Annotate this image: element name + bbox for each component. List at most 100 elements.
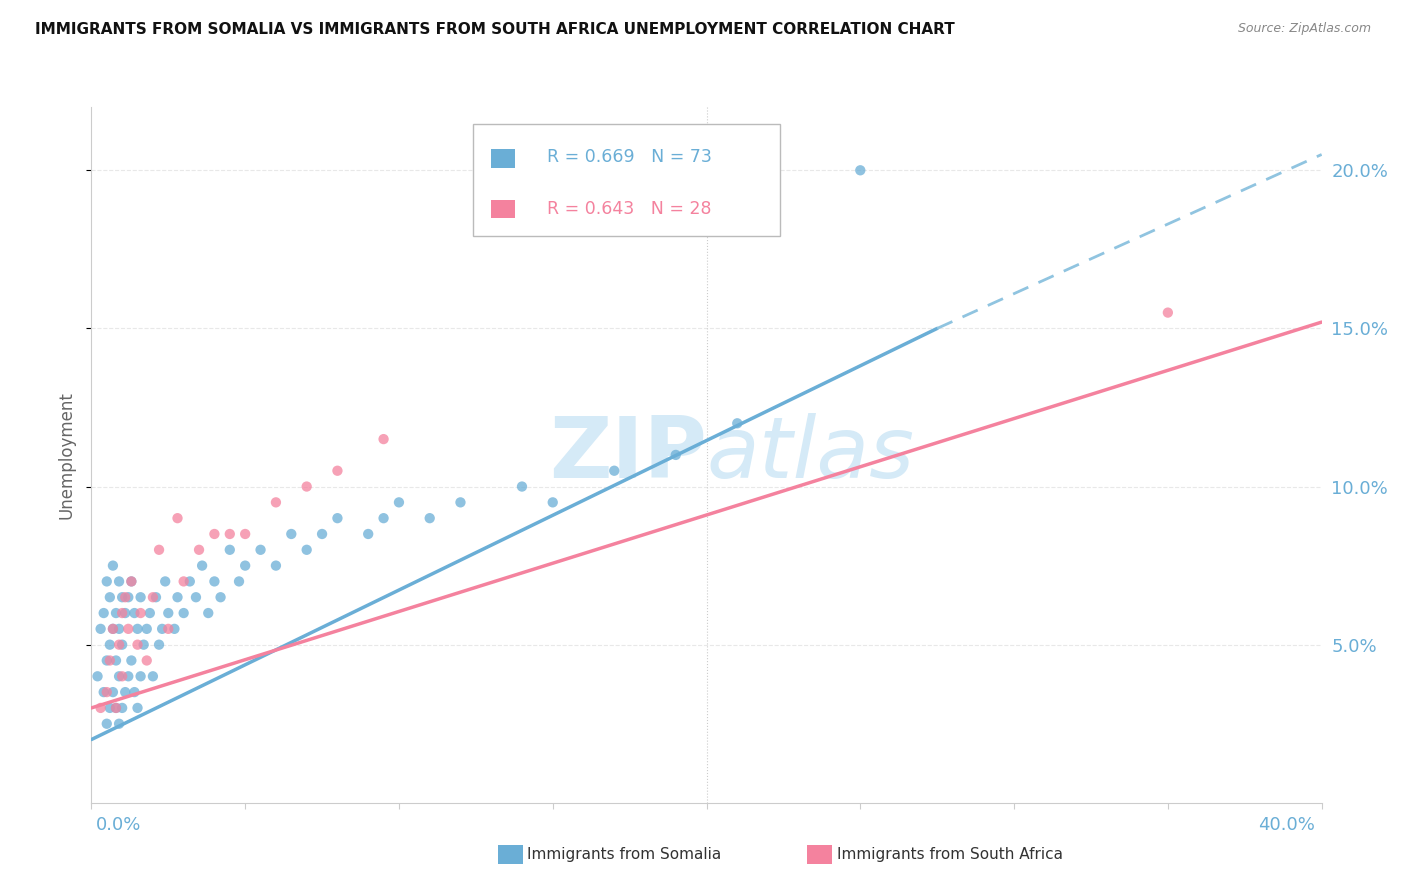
- Point: [233, 558, 256, 573]
- Point: [373, 432, 395, 446]
- Point: [150, 622, 173, 636]
- Point: [665, 448, 688, 462]
- Point: [120, 653, 142, 667]
- Point: [202, 574, 225, 589]
- Point: [124, 606, 146, 620]
- Point: [108, 622, 131, 636]
- Point: [209, 591, 232, 605]
- Point: [1157, 305, 1180, 319]
- Point: [280, 527, 302, 541]
- Text: ZIP: ZIP: [548, 413, 706, 497]
- Point: [218, 542, 240, 557]
- Point: [249, 542, 271, 557]
- Point: [357, 527, 380, 541]
- Point: [96, 716, 118, 731]
- Point: [96, 685, 118, 699]
- Point: [157, 622, 180, 636]
- Text: IMMIGRANTS FROM SOMALIA VS IMMIGRANTS FROM SOUTH AFRICA UNEMPLOYMENT CORRELATION: IMMIGRANTS FROM SOMALIA VS IMMIGRANTS FR…: [35, 22, 955, 37]
- Point: [108, 716, 131, 731]
- Point: [173, 606, 195, 620]
- Point: [111, 638, 134, 652]
- Point: [326, 511, 349, 525]
- Y-axis label: Unemployment: Unemployment: [58, 391, 76, 519]
- Point: [101, 622, 124, 636]
- Point: [98, 638, 121, 652]
- Point: [98, 591, 121, 605]
- Point: [96, 653, 118, 667]
- Point: [295, 479, 318, 493]
- FancyBboxPatch shape: [491, 201, 515, 219]
- Point: [101, 685, 124, 699]
- Point: [127, 701, 149, 715]
- Text: Source: ZipAtlas.com: Source: ZipAtlas.com: [1237, 22, 1371, 36]
- Text: R = 0.643   N = 28: R = 0.643 N = 28: [547, 201, 711, 219]
- Point: [124, 685, 146, 699]
- Point: [90, 701, 112, 715]
- Point: [197, 606, 219, 620]
- Point: [157, 606, 180, 620]
- Point: [108, 574, 131, 589]
- Point: [105, 653, 127, 667]
- Point: [145, 591, 167, 605]
- Point: [129, 606, 152, 620]
- Point: [108, 638, 131, 652]
- Text: 40.0%: 40.0%: [1258, 816, 1315, 834]
- Text: atlas: atlas: [706, 413, 914, 497]
- Point: [132, 638, 155, 652]
- Text: 0.0%: 0.0%: [96, 816, 141, 834]
- Point: [388, 495, 411, 509]
- Point: [120, 574, 142, 589]
- Point: [148, 638, 170, 652]
- Point: [117, 622, 139, 636]
- Point: [188, 542, 211, 557]
- Point: [127, 622, 149, 636]
- Point: [153, 574, 177, 589]
- Point: [111, 669, 134, 683]
- Point: [184, 591, 207, 605]
- Point: [510, 479, 533, 493]
- Point: [849, 163, 872, 178]
- Point: [326, 464, 349, 478]
- Point: [96, 574, 118, 589]
- Point: [98, 701, 121, 715]
- Point: [111, 591, 134, 605]
- Point: [135, 622, 157, 636]
- Text: Immigrants from South Africa: Immigrants from South Africa: [837, 847, 1063, 862]
- Point: [142, 669, 165, 683]
- Point: [135, 653, 157, 667]
- Point: [603, 464, 626, 478]
- Point: [191, 558, 214, 573]
- Point: [173, 574, 195, 589]
- Point: [114, 591, 136, 605]
- Point: [148, 542, 170, 557]
- Point: [111, 606, 134, 620]
- Point: [725, 417, 748, 431]
- FancyBboxPatch shape: [491, 150, 515, 168]
- Point: [163, 622, 186, 636]
- Point: [101, 558, 124, 573]
- Point: [93, 685, 115, 699]
- Point: [311, 527, 333, 541]
- Point: [108, 669, 131, 683]
- Point: [139, 606, 162, 620]
- Point: [295, 542, 318, 557]
- Point: [179, 574, 201, 589]
- Point: [264, 558, 287, 573]
- Point: [120, 574, 142, 589]
- Point: [233, 527, 256, 541]
- Point: [449, 495, 471, 509]
- Point: [541, 495, 564, 509]
- Point: [105, 701, 127, 715]
- Point: [129, 669, 152, 683]
- Point: [373, 511, 395, 525]
- Point: [114, 685, 136, 699]
- Text: R = 0.669   N = 73: R = 0.669 N = 73: [547, 148, 711, 166]
- Point: [105, 606, 127, 620]
- Point: [98, 653, 121, 667]
- FancyBboxPatch shape: [472, 124, 780, 235]
- Point: [86, 669, 108, 683]
- Point: [166, 591, 188, 605]
- Point: [90, 622, 112, 636]
- Point: [117, 669, 139, 683]
- Point: [111, 701, 134, 715]
